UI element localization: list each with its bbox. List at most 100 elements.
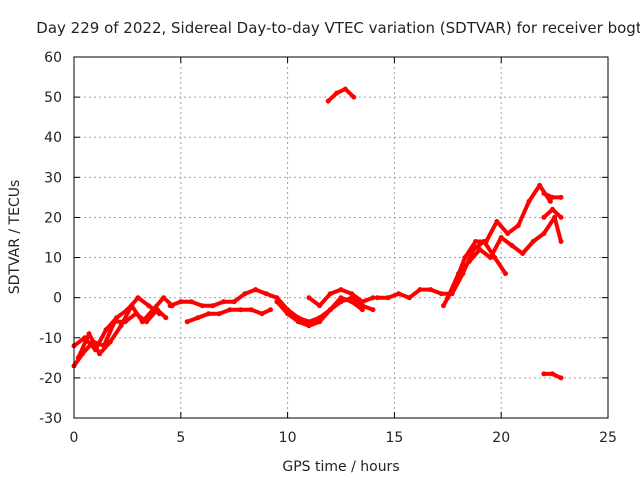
data-point	[325, 98, 331, 104]
data-point	[445, 295, 451, 301]
y-tick-label: 0	[53, 291, 62, 307]
data-point	[238, 307, 244, 313]
series-line-arc-13	[326, 87, 356, 104]
data-point	[86, 331, 92, 337]
data-point	[505, 231, 511, 236]
x-tick-label: 25	[599, 430, 617, 446]
series-line-arc-10	[445, 215, 563, 300]
data-point	[438, 291, 444, 297]
data-point	[189, 299, 194, 305]
y-tick-label: 30	[44, 170, 62, 186]
data-point	[242, 291, 248, 297]
data-point	[488, 255, 493, 261]
data-point	[327, 307, 333, 313]
data-point	[550, 206, 555, 212]
data-point	[231, 299, 237, 305]
data-point	[456, 271, 461, 277]
data-point	[370, 307, 376, 313]
data-point	[441, 303, 446, 309]
y-tick-label: -10	[39, 331, 62, 347]
data-point	[206, 311, 212, 317]
data-point	[477, 247, 483, 252]
data-point	[406, 295, 412, 301]
data-point	[338, 287, 344, 293]
data-point	[285, 311, 291, 317]
data-point	[359, 299, 365, 305]
data-point	[385, 295, 391, 301]
data-point	[494, 219, 500, 224]
y-tick-label: 60	[44, 50, 62, 66]
data-point	[112, 319, 118, 325]
data-point	[103, 327, 109, 333]
data-point	[199, 303, 205, 309]
x-tick-label: 20	[492, 430, 510, 446]
data-point	[483, 239, 489, 244]
data-point	[359, 307, 365, 313]
data-series	[71, 86, 564, 381]
y-tick-label: 40	[44, 130, 62, 146]
data-point	[503, 271, 508, 277]
plot-frame	[73, 56, 609, 419]
series-line-arc-2	[72, 307, 168, 368]
data-point	[515, 223, 521, 228]
data-point	[541, 214, 547, 220]
data-point	[139, 319, 145, 325]
data-point	[118, 323, 124, 329]
data-point	[342, 86, 348, 92]
data-point	[107, 339, 113, 345]
data-point	[184, 319, 190, 325]
data-point	[509, 243, 515, 248]
data-point	[306, 295, 312, 301]
data-point	[221, 299, 226, 305]
data-point	[370, 295, 376, 301]
data-point	[541, 371, 547, 377]
data-point	[195, 315, 201, 321]
data-point	[129, 303, 135, 309]
data-point	[146, 303, 152, 309]
axis-ticks: 0 5 10 15 20 25 -30 -20 -10 0 10 20 30 40 50 60	[39, 50, 617, 446]
data-point	[492, 255, 498, 261]
x-tick-label: 0	[70, 430, 79, 446]
y-tick-label: -20	[39, 371, 62, 387]
data-point	[327, 291, 333, 297]
data-point	[550, 371, 555, 377]
series-line-arc-8	[375, 239, 508, 300]
y-tick-label: 10	[44, 251, 62, 267]
y-tick-label: -30	[39, 411, 62, 427]
data-point	[558, 194, 564, 200]
data-point	[259, 311, 265, 317]
data-point	[227, 307, 233, 313]
data-point	[558, 375, 564, 381]
data-point	[114, 315, 120, 321]
data-point	[334, 90, 340, 96]
data-point	[268, 307, 273, 313]
data-point	[161, 295, 167, 301]
data-point	[150, 307, 156, 313]
data-point	[163, 315, 169, 321]
data-point	[178, 299, 184, 305]
data-point	[498, 235, 504, 240]
x-tick-label: 15	[385, 430, 403, 446]
data-point	[274, 295, 280, 301]
data-point	[338, 295, 344, 301]
x-tick-label: 5	[176, 430, 185, 446]
data-point	[541, 190, 547, 196]
x-axis-label: GPS time / hours	[282, 459, 399, 475]
x-tick-label: 10	[279, 430, 297, 446]
data-point	[167, 303, 173, 309]
data-point	[552, 214, 558, 220]
data-point	[317, 319, 323, 325]
chart-title: Day 229 of 2022, Sidereal Day-to-day VTE…	[36, 19, 640, 37]
data-point	[520, 251, 526, 256]
data-point	[428, 287, 434, 293]
data-point	[550, 194, 555, 200]
data-point	[306, 319, 312, 325]
data-point	[462, 255, 468, 261]
data-point	[558, 239, 564, 244]
data-point	[295, 319, 301, 325]
data-point	[210, 303, 216, 309]
data-point	[135, 295, 141, 301]
data-point	[558, 214, 564, 220]
data-point	[466, 259, 472, 265]
